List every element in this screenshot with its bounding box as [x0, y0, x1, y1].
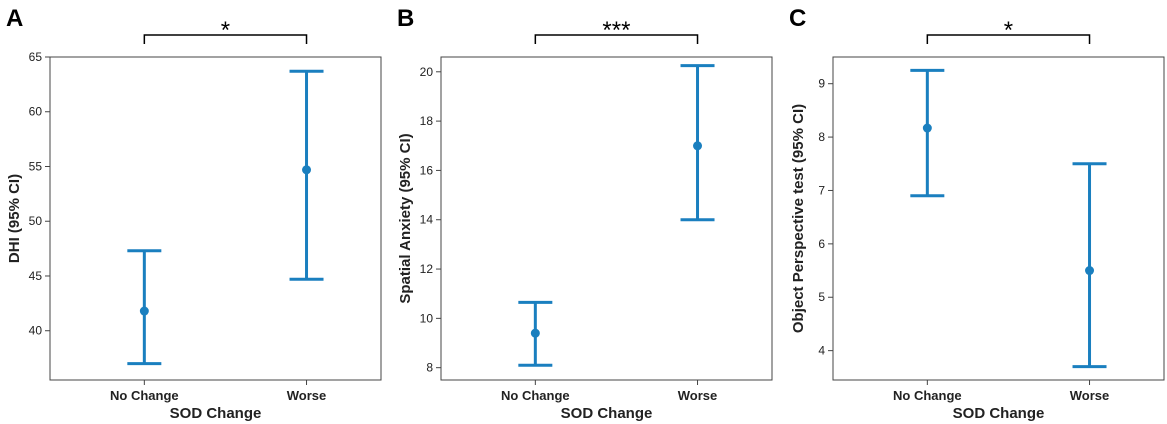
- chart-panel-a: A 40 45 50 55 60 65 No Change Worse SOD Change DHI…: [6, 5, 382, 422]
- mean-point: [302, 165, 312, 175]
- mean-point: [139, 306, 149, 316]
- y-axis-title: Spatial Anxiety (95% CI): [397, 133, 414, 303]
- significance-label: *: [1004, 17, 1013, 44]
- x-tick-label: Worse: [1070, 388, 1110, 403]
- y-tick-label: 5: [818, 290, 825, 304]
- plot-frame: [440, 56, 773, 381]
- error-bar-0: [127, 249, 162, 366]
- y-tick-label: 9: [818, 77, 825, 91]
- y-tick-label: 7: [818, 183, 825, 197]
- mean-point: [922, 123, 932, 133]
- x-tick-label: Worse: [678, 388, 718, 403]
- mean-point: [1085, 266, 1095, 276]
- y-tick-label: 40: [29, 324, 43, 338]
- y-tick-label: 8: [426, 361, 433, 375]
- error-bar-0: [518, 300, 553, 367]
- x-tick-label: No Change: [501, 388, 570, 403]
- y-tick-label: 20: [420, 65, 434, 79]
- y-tick-label: 16: [420, 163, 434, 177]
- x-tick-label: Worse: [287, 388, 327, 403]
- y-tick-label: 55: [29, 159, 43, 173]
- y-tick-label: 14: [420, 213, 434, 227]
- x-tick-label: No Change: [110, 388, 179, 403]
- y-tick-label: 4: [818, 344, 825, 358]
- y-axis-title: DHI (95% CI): [6, 174, 23, 263]
- y-tick-label: 45: [29, 269, 43, 283]
- plot-frame: [49, 56, 382, 381]
- y-tick-label: 65: [29, 50, 43, 64]
- mean-point: [530, 328, 540, 338]
- y-tick-label: 60: [29, 105, 43, 119]
- y-tick-label: 8: [818, 130, 825, 144]
- y-tick-label: 12: [420, 262, 434, 276]
- significance-label: *: [221, 17, 230, 44]
- significance-bracket: [926, 34, 1091, 44]
- chart-panel-b: B 8 10 12 14 16 18 20 No Change Worse SOD Change Sp…: [397, 5, 773, 422]
- y-axis-title: Object Perspective test (95% CI): [790, 104, 807, 333]
- panel-letter: C: [789, 5, 806, 32]
- x-axis-title: SOD Change: [170, 405, 262, 422]
- y-tick-label: 50: [29, 214, 43, 228]
- chart-panel-c: C 4 5 6 7 8 9 No Change Worse SOD Change Object Pe…: [789, 5, 1165, 422]
- error-bar-1: [680, 64, 715, 222]
- x-axis-title: SOD Change: [953, 405, 1045, 422]
- panel-letter: A: [6, 5, 23, 32]
- plot-frame: [832, 56, 1165, 381]
- panel-letter: B: [397, 5, 414, 32]
- significance-bracket: [534, 34, 699, 44]
- y-tick-label: 10: [420, 311, 434, 325]
- error-bar-0: [910, 68, 945, 198]
- y-tick-label: 18: [420, 114, 434, 128]
- significance-bracket: [143, 34, 308, 44]
- error-bar-1: [1072, 162, 1107, 369]
- error-bar-1: [289, 69, 324, 281]
- significance-label: ***: [602, 17, 630, 44]
- mean-point: [693, 141, 703, 151]
- x-axis-title: SOD Change: [561, 405, 653, 422]
- y-tick-label: 6: [818, 237, 825, 251]
- x-tick-label: No Change: [893, 388, 962, 403]
